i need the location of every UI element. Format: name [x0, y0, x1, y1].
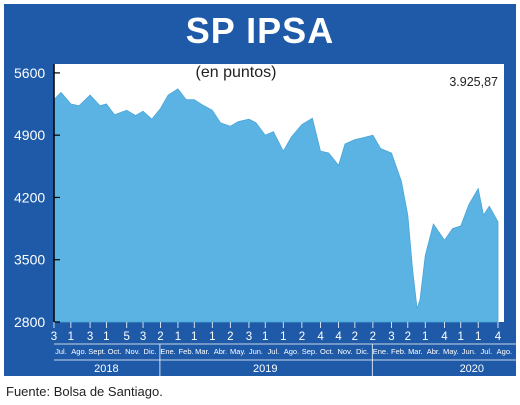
x-day-label: 1 [422, 331, 428, 343]
x-month-label: Oct. [320, 347, 334, 356]
x-month-label: Dic. [356, 347, 369, 356]
x-month-label: May. [443, 347, 459, 356]
x-day-label: 2 [227, 331, 233, 343]
x-day-label: 1 [280, 331, 286, 343]
y-tick-label: 2800 [14, 314, 45, 330]
x-month-label: Jun. [249, 347, 263, 356]
x-day-label: 3 [51, 331, 57, 343]
chart-subtitle: (en puntos) [196, 64, 277, 81]
y-tick-label: 4200 [14, 189, 45, 205]
y-tick-label: 3500 [14, 252, 45, 268]
x-day-label: 1 [262, 331, 268, 343]
x-day-label: 1 [103, 331, 109, 343]
x-month-label: Oct. [108, 347, 122, 356]
x-day-label: 3 [87, 331, 93, 343]
x-day-label: 5 [124, 331, 130, 343]
x-month-label: Sep. [302, 347, 317, 356]
x-month-label: Abr. [214, 347, 227, 356]
x-day-label: 1 [175, 331, 181, 343]
x-day-label: 2 [405, 331, 411, 343]
x-month-label: Ago. [71, 347, 86, 356]
last-value-label: 3.925,87 [449, 75, 498, 89]
x-day-label: 1 [209, 331, 215, 343]
x-day-label: 1 [458, 331, 464, 343]
title-bar: SP IPSA [4, 4, 516, 52]
chart-frame: SP IPSA 2800 3500 4200 4900 5600 (en puntos) 3… [4, 4, 516, 376]
x-month-label: Ene. [373, 347, 388, 356]
x-month-label: Abr. [427, 347, 440, 356]
y-tick-label: 4900 [14, 127, 45, 143]
x-day-label: 2 [370, 331, 376, 343]
chart-title: SP IPSA [185, 10, 335, 51]
x-month-label: Nov. [125, 347, 140, 356]
x-month-label: Feb. [391, 347, 406, 356]
x-month-label: May. [230, 347, 246, 356]
x-day-label: 3 [140, 331, 146, 343]
x-day-label: 4 [441, 331, 448, 343]
x-month-label: Jun. [462, 347, 476, 356]
x-month-label: Jul. [55, 347, 67, 356]
x-month-label: Mar. [195, 347, 210, 356]
x-day-label: 4 [335, 331, 342, 343]
x-day-label: 1 [475, 331, 481, 343]
x-day-label: 3 [246, 331, 252, 343]
x-day-label: 4 [495, 331, 502, 343]
x-day-label: 1 [68, 331, 74, 343]
x-year-label: 2018 [94, 363, 118, 375]
x-year-label: 2019 [253, 363, 277, 375]
x-day-label: 2 [157, 331, 163, 343]
x-month-label: Nov. [338, 347, 353, 356]
x-month-label: Jul. [481, 347, 493, 356]
chart-panel: 2800 3500 4200 4900 5600 (en puntos) 3.925,87 3… [4, 56, 516, 376]
x-day-label: 1 [191, 331, 197, 343]
series-area [53, 88, 499, 323]
x-month-label: Ene. [160, 347, 175, 356]
x-day-label: 3 [388, 331, 394, 343]
y-tick-label: 5600 [14, 65, 45, 81]
x-year-label: 2020 [460, 363, 484, 375]
x-day-label: 2 [352, 331, 358, 343]
x-month-label: Ago. [497, 347, 512, 356]
source-note: Fuente: Bolsa de Santiago. [6, 384, 163, 399]
x-month-label: Mar. [408, 347, 423, 356]
x-month-label: Jul. [268, 347, 280, 356]
chart-svg: 2800 3500 4200 4900 5600 (en puntos) 3.925,87 3… [14, 64, 516, 376]
x-month-label: Feb. [179, 347, 194, 356]
x-day-label: 4 [317, 331, 324, 343]
x-month-label: Sept. [88, 347, 106, 356]
x-month-label: Ago. [284, 347, 299, 356]
x-day-label: 2 [299, 331, 305, 343]
x-month-label: Dic. [144, 347, 157, 356]
